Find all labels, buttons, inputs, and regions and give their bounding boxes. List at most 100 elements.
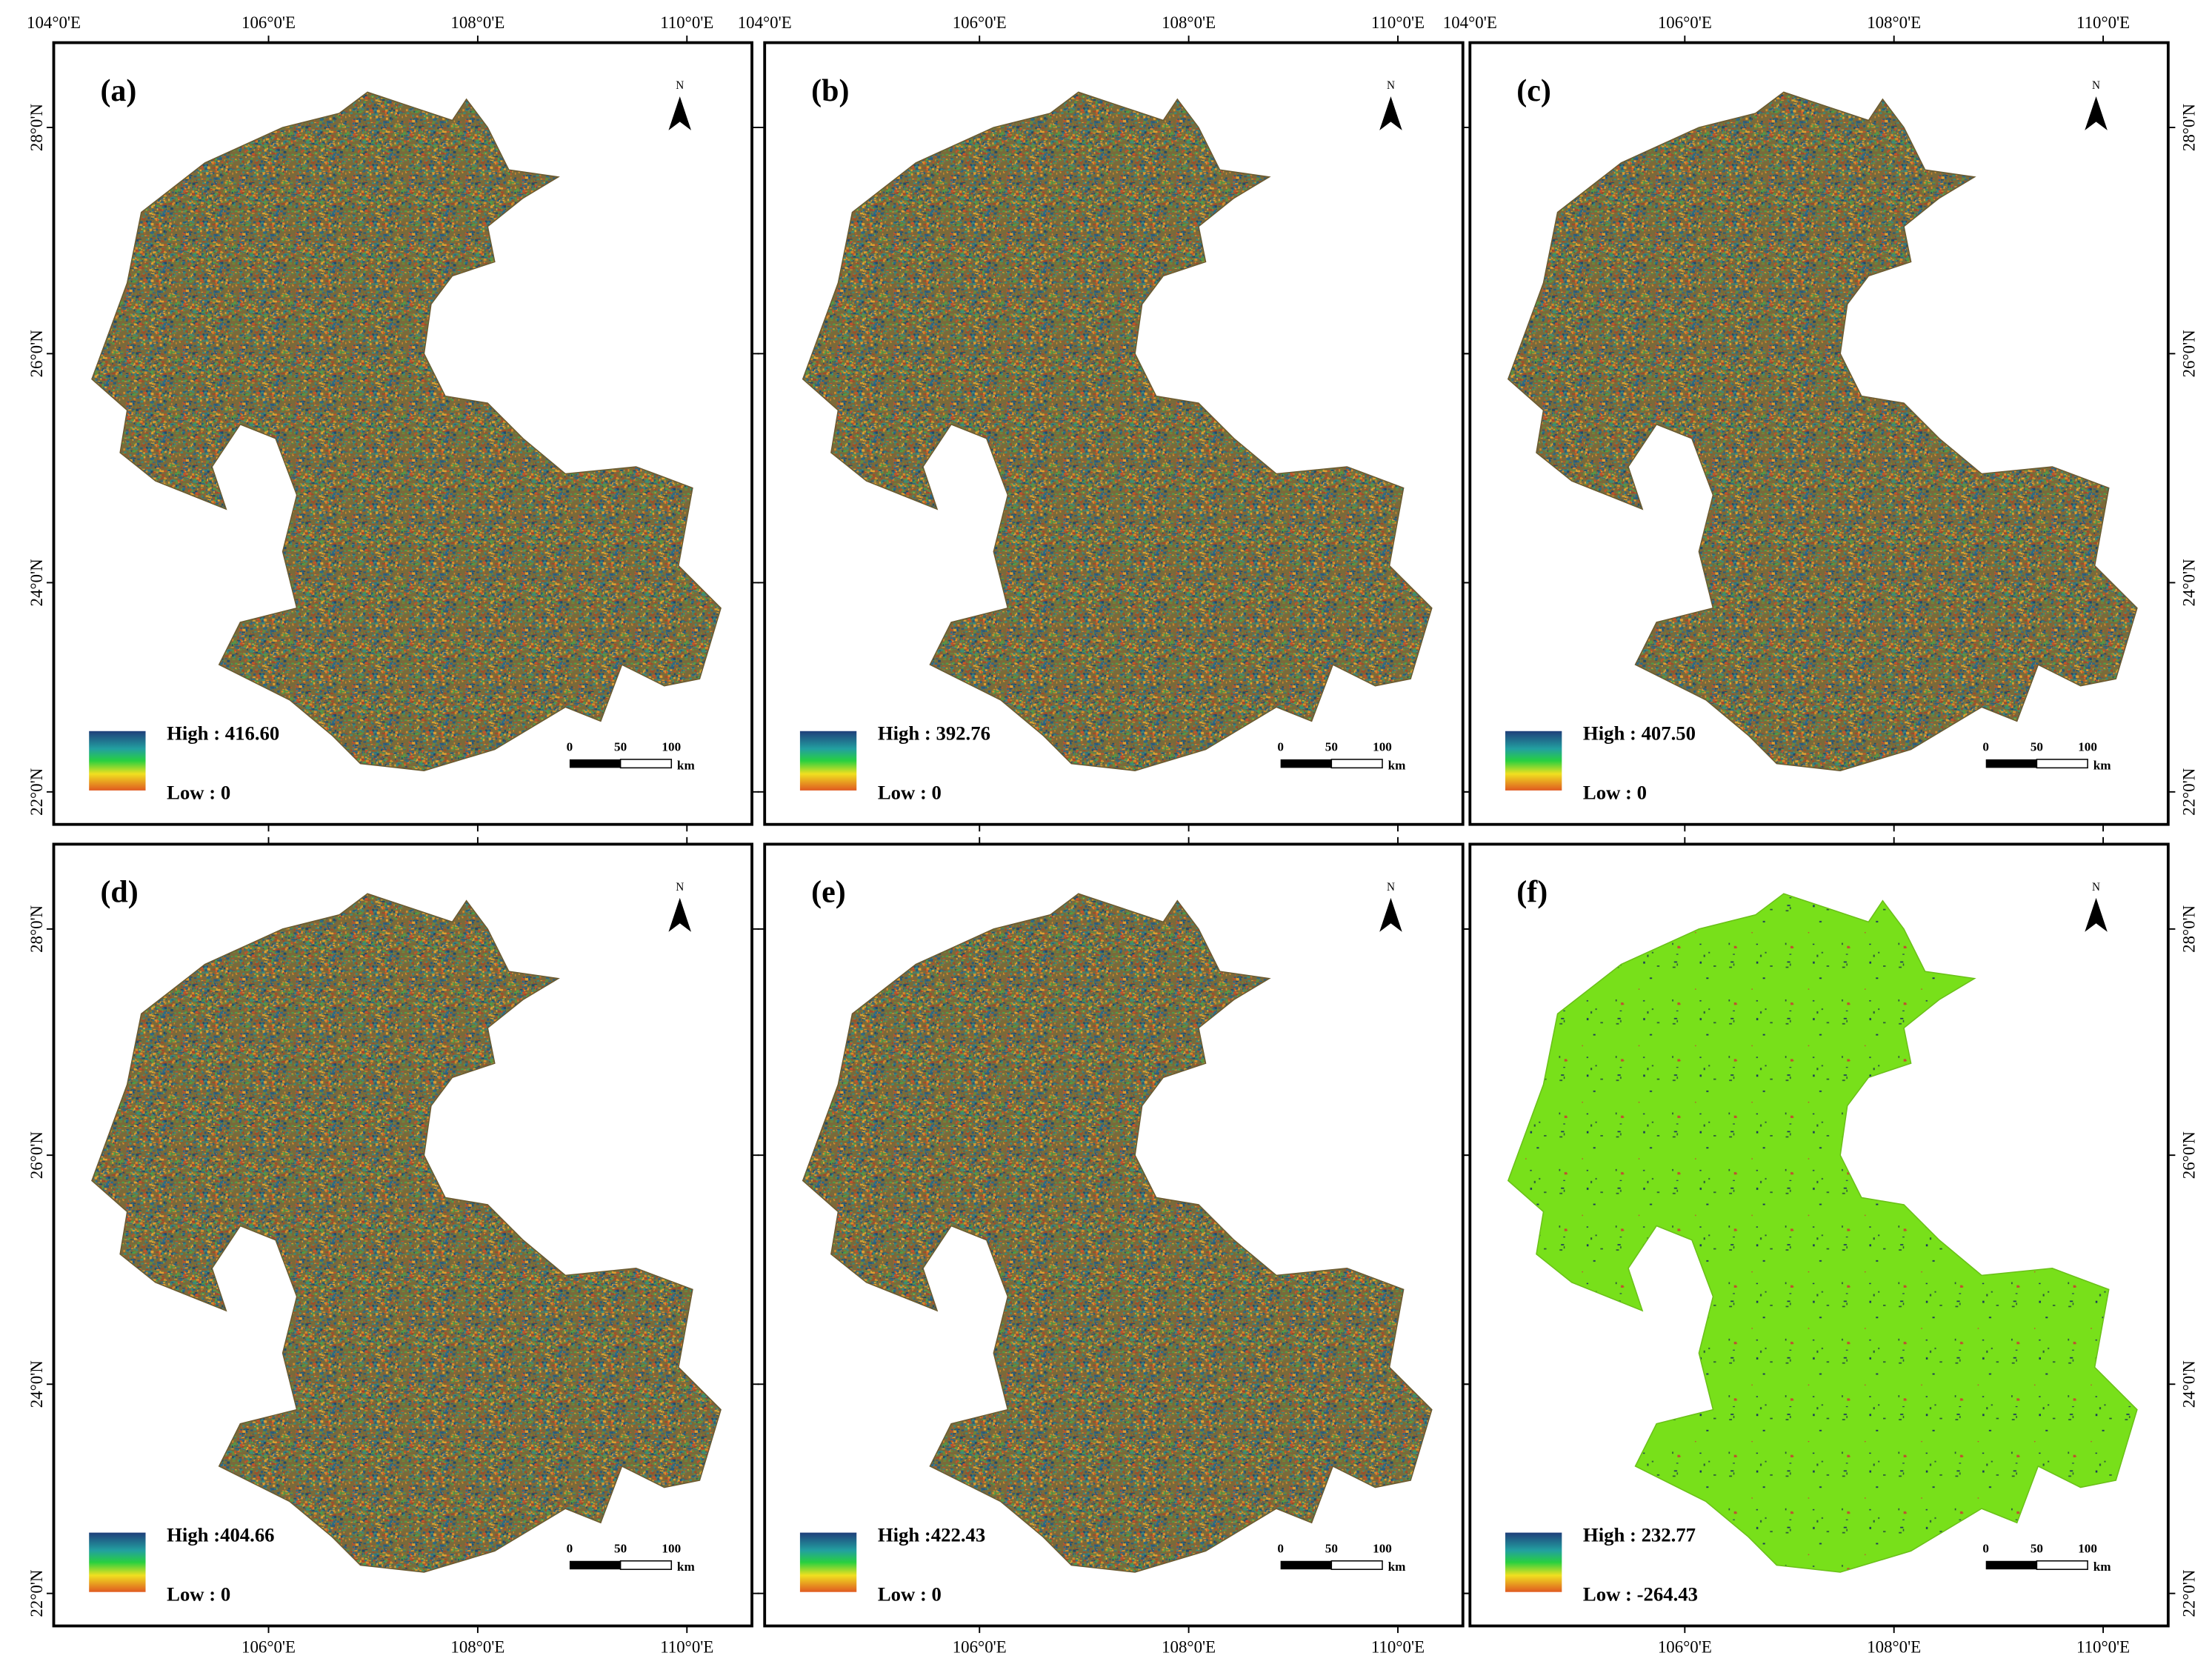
latitude-label: 28°0'N	[27, 104, 46, 151]
longitude-label: 108°0'E	[1162, 1637, 1216, 1656]
longitude-label: 106°0'E	[953, 13, 1007, 32]
scale-unit: km	[1388, 1560, 1406, 1574]
north-arrow	[668, 897, 692, 932]
longitude-label: 108°0'E	[1867, 1637, 1921, 1656]
legend-ramp	[799, 731, 857, 791]
scale-tick-label: 0	[1277, 740, 1284, 754]
latitude-label: 28°0'N	[2180, 104, 2199, 151]
scale-unit: km	[1388, 758, 1406, 772]
scale-bar-black	[1280, 759, 1332, 768]
longitude-label: 108°0'E	[450, 13, 504, 32]
latitude-label: 22°0'N	[27, 1570, 46, 1617]
longitude-label: 110°0'E	[2076, 13, 2130, 32]
legend-high: High :404.66	[167, 1523, 274, 1546]
scale-tick-label: 0	[1277, 1541, 1284, 1555]
scale-bar-white	[619, 759, 673, 769]
longitude-label: 106°0'E	[1658, 1637, 1712, 1656]
scale-tick-label: 100	[1373, 1541, 1392, 1555]
north-arrow	[1379, 96, 1402, 130]
longitude-label: 110°0'E	[1371, 1637, 1425, 1656]
legend-high: High : 232.77	[1583, 1523, 1696, 1546]
legend-high: High : 416.60	[167, 722, 279, 745]
legend-low: Low : 0	[1583, 782, 1647, 804]
scale-bar-white	[2036, 759, 2088, 769]
latitude-label: 24°0'N	[27, 559, 46, 606]
scale-unit: km	[2093, 758, 2111, 772]
region-map	[802, 893, 1433, 1573]
scale-tick-label: 50	[614, 740, 627, 754]
legend-ramp	[799, 1532, 857, 1592]
latitude-label: 24°0'N	[2180, 1360, 2199, 1408]
latitude-label: 24°0'N	[27, 1360, 46, 1408]
map-panel: (a) N High : 416.60 Low : 0 0 50 100 km	[46, 36, 759, 832]
panel-label: (f)	[1516, 876, 1548, 910]
north-label: N	[676, 881, 684, 894]
longitude-label: 104°0'E	[738, 13, 792, 32]
longitude-label: 108°0'E	[450, 1637, 504, 1656]
north-arrow	[668, 96, 692, 130]
longitude-label: 110°0'E	[1371, 13, 1425, 32]
scale-unit: km	[677, 1560, 695, 1574]
map-panel: (d) N High :404.66 Low : 0 0 50 100 km	[46, 836, 759, 1634]
scale-tick-label: 50	[1325, 1541, 1338, 1555]
longitude-label: 108°0'E	[1162, 13, 1216, 32]
map-panel: (c) N High : 407.50 Low : 0 0 50 100 km	[1462, 36, 2176, 832]
longitude-label: 104°0'E	[1443, 13, 1497, 32]
legend-low: Low : 0	[167, 1583, 230, 1606]
scale-bar-white	[619, 1560, 673, 1570]
scale-bar-black	[1985, 1560, 2037, 1570]
latitude-label: 22°0'N	[2180, 1570, 2199, 1617]
scale-bar-black	[1985, 759, 2037, 768]
north-label: N	[2092, 881, 2100, 894]
scale-tick-label: 0	[567, 740, 573, 754]
latitude-label: 26°0'N	[2180, 1131, 2199, 1179]
longitude-label: 108°0'E	[1867, 13, 1921, 32]
north-label: N	[676, 79, 684, 92]
scale-bar-black	[569, 1560, 621, 1570]
legend-low: Low : 0	[878, 782, 942, 804]
scale-tick-label: 50	[1325, 740, 1338, 754]
longitude-label: 110°0'E	[2076, 1637, 2130, 1656]
scale-tick-label: 100	[2078, 740, 2097, 754]
legend-low: Low : 0	[878, 1583, 942, 1606]
panel-label: (e)	[811, 876, 846, 910]
scale-tick-label: 0	[567, 1541, 573, 1555]
longitude-label: 110°0'E	[660, 1637, 713, 1656]
scale-bar-black	[1280, 1560, 1332, 1570]
scale-unit: km	[2093, 1560, 2111, 1574]
longitude-label: 106°0'E	[241, 1637, 296, 1656]
map-panel: (e) N High :422.43 Low : 0 0 50 100 km	[757, 836, 1470, 1634]
region-map	[91, 893, 722, 1573]
scale-tick-label: 100	[1373, 740, 1392, 754]
legend-ramp	[1505, 731, 1562, 791]
scale-tick-label: 100	[662, 740, 681, 754]
north-arrow	[1379, 897, 1402, 932]
scale-bar-white	[1330, 759, 1383, 769]
longitude-label: 106°0'E	[241, 13, 296, 32]
latitude-label: 26°0'N	[27, 1131, 46, 1179]
latitude-label: 28°0'N	[27, 905, 46, 953]
panel-label: (b)	[811, 74, 849, 108]
north-label: N	[2092, 79, 2100, 92]
north-arrow	[2085, 96, 2108, 130]
map-panel: (f) N High : 232.77 Low : -264.43 0 50 100 km	[1462, 836, 2176, 1634]
longitude-label: 110°0'E	[660, 13, 713, 32]
legend-ramp	[1505, 1532, 1562, 1592]
legend-ramp	[89, 731, 146, 791]
region-map	[1507, 893, 2138, 1573]
legend-low: Low : 0	[167, 782, 230, 804]
longitude-label: 106°0'E	[1658, 13, 1712, 32]
scale-tick-label: 50	[2031, 1541, 2043, 1555]
map-panel: (b) N High : 392.76 Low : 0 0 50 100 km	[757, 36, 1470, 832]
scale-tick-label: 100	[2078, 1541, 2097, 1555]
latitude-label: 26°0'N	[2180, 330, 2199, 377]
scale-unit: km	[677, 758, 695, 772]
latitude-label: 28°0'N	[2180, 905, 2199, 953]
panel-label: (c)	[1516, 74, 1551, 108]
scale-tick-label: 50	[614, 1541, 627, 1555]
region-map	[91, 91, 722, 771]
north-arrow	[2085, 897, 2108, 932]
scale-tick-label: 50	[2031, 740, 2043, 754]
region-map	[1507, 91, 2138, 771]
